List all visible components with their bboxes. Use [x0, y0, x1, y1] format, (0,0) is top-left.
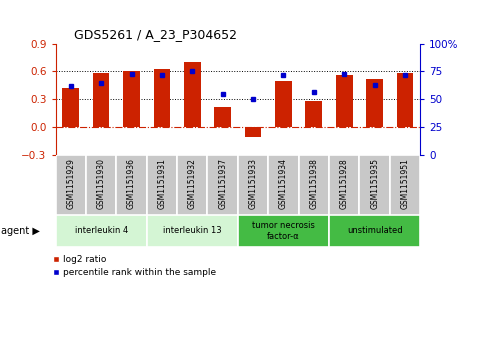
Bar [359, 155, 390, 215]
Text: interleukin 13: interleukin 13 [163, 227, 222, 235]
Bar [56, 215, 147, 247]
Bar [86, 155, 116, 215]
Bar [238, 155, 268, 215]
Bar [329, 215, 420, 247]
Text: GSM1151934: GSM1151934 [279, 158, 288, 209]
Bar [123, 72, 140, 127]
Bar [62, 88, 79, 127]
Text: GSM1151928: GSM1151928 [340, 158, 349, 209]
Bar [390, 155, 420, 215]
Text: GSM1151936: GSM1151936 [127, 158, 136, 209]
Bar [147, 155, 177, 215]
Bar [93, 73, 110, 127]
Bar [336, 75, 353, 127]
Text: GSM1151937: GSM1151937 [218, 158, 227, 209]
Bar [268, 155, 298, 215]
Bar [208, 155, 238, 215]
Bar [329, 155, 359, 215]
Text: GSM1151932: GSM1151932 [188, 158, 197, 209]
Bar [298, 155, 329, 215]
Text: GSM1151935: GSM1151935 [370, 158, 379, 209]
Bar [275, 81, 292, 127]
Bar [305, 101, 322, 127]
Text: GDS5261 / A_23_P304652: GDS5261 / A_23_P304652 [74, 28, 237, 41]
Text: GSM1151951: GSM1151951 [400, 158, 410, 209]
Text: unstimulated: unstimulated [347, 227, 402, 235]
Bar [214, 107, 231, 127]
Bar [238, 215, 329, 247]
Bar [56, 155, 86, 215]
Bar [154, 69, 170, 127]
Bar [397, 73, 413, 127]
Bar [184, 62, 200, 127]
Text: GSM1151933: GSM1151933 [249, 158, 257, 209]
Text: agent ▶: agent ▶ [1, 226, 40, 236]
Text: GSM1151929: GSM1151929 [66, 158, 75, 209]
Bar [116, 155, 147, 215]
Bar [147, 215, 238, 247]
Text: GSM1151938: GSM1151938 [309, 158, 318, 209]
Bar [245, 127, 261, 136]
Legend: log2 ratio, percentile rank within the sample: log2 ratio, percentile rank within the s… [53, 255, 216, 277]
Text: tumor necrosis
factor-α: tumor necrosis factor-α [252, 221, 315, 241]
Bar [177, 155, 208, 215]
Text: GSM1151930: GSM1151930 [97, 158, 106, 209]
Text: interleukin 4: interleukin 4 [74, 227, 128, 235]
Text: GSM1151931: GSM1151931 [157, 158, 167, 209]
Bar [366, 79, 383, 127]
